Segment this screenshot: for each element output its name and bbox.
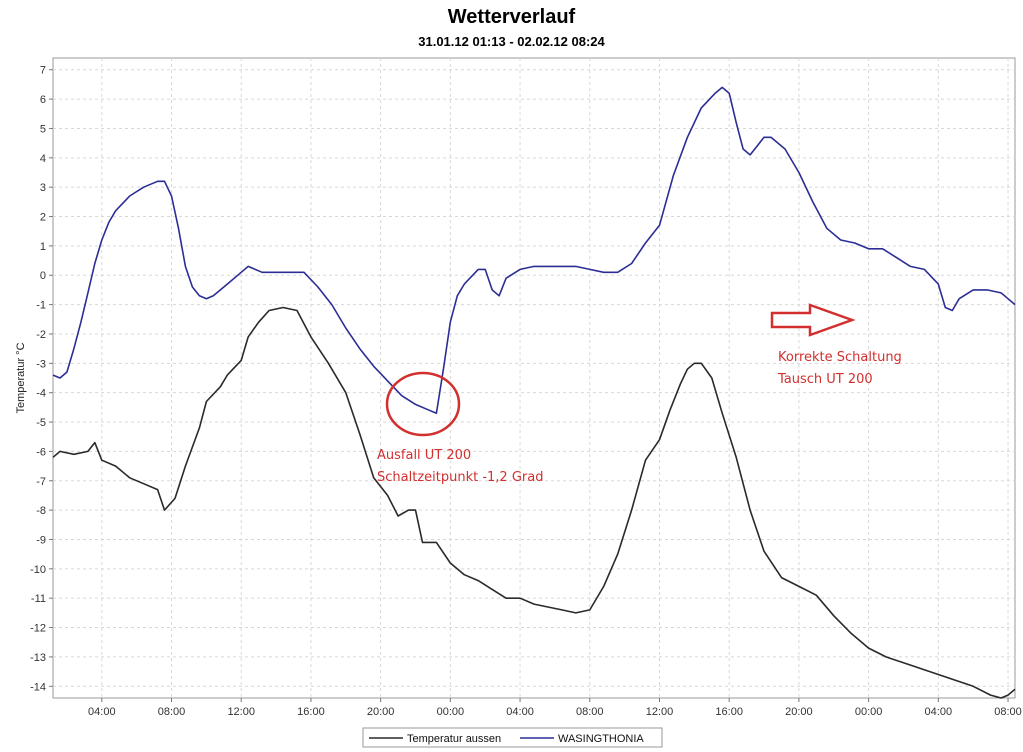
y-tick-label: -12 — [30, 623, 46, 635]
x-tick-label: 00:00 — [437, 706, 465, 718]
legend-box — [362, 727, 663, 748]
y-tick-label: 6 — [40, 94, 46, 106]
y-tick-label: -14 — [30, 681, 46, 693]
annotation-failure-line2: Schaltzeitpunkt -1,2 Grad — [377, 470, 543, 485]
x-tick-label: 04:00 — [506, 706, 534, 718]
y-tick-label: -11 — [31, 593, 46, 605]
x-tick-label: 16:00 — [715, 706, 743, 718]
legend-label-temperatur-aussen: Temperatur aussen — [407, 733, 501, 745]
series-line-wasingthonia — [52, 86, 1016, 414]
x-tick-label: 20:00 — [785, 706, 813, 718]
legend: Temperatur aussen WASINGTHONIA — [362, 727, 663, 748]
y-tick-label: -9 — [36, 534, 46, 546]
x-tick-label: 04:00 — [925, 706, 953, 718]
chart-subtitle: 31.01.12 01:13 - 02.02.12 08:24 — [418, 34, 605, 49]
y-tick-label: -10 — [30, 564, 46, 576]
x-tick-label: 00:00 — [855, 706, 883, 718]
y-tick-label: 3 — [40, 182, 46, 194]
x-tick-label: 08:00 — [994, 706, 1022, 718]
legend-label-wasingthonia: WASINGTHONIA — [558, 733, 644, 745]
x-axis: 04:00 08:00 12:00 16:00 20:00 00:00 04:00 08:00… — [88, 698, 1022, 718]
y-tick-label: 5 — [40, 123, 46, 135]
y-axis: 7 6 5 4 3 2 1 0 -1 -2 -3 -4 -5 -6 -7 -8 -9 -10 -11 -12 -13 -1… — [30, 65, 53, 693]
y-tick-label: -4 — [36, 388, 46, 400]
failure-highlight-circle — [385, 371, 461, 437]
series-line-temperatur-aussen — [52, 306, 1016, 699]
y-tick-label: -6 — [36, 446, 46, 458]
y-tick-label: -2 — [36, 329, 46, 341]
arrow-right-icon — [770, 303, 856, 337]
y-tick-label: -5 — [36, 417, 46, 429]
y-tick-label: -3 — [36, 358, 46, 370]
grid — [53, 58, 1015, 698]
y-tick-label: 4 — [40, 153, 46, 165]
y-tick-label: -7 — [36, 476, 46, 488]
annotation-fix-line1: Korrekte Schaltung — [778, 350, 902, 365]
x-tick-label: 08:00 — [158, 706, 186, 718]
annotation-fix-line2: Tausch UT 200 — [777, 372, 873, 387]
y-axis-label: Temperatur °C — [15, 342, 27, 413]
chart-title: Wetterverlauf — [447, 6, 576, 28]
x-tick-label: 12:00 — [646, 706, 674, 718]
x-tick-label: 04:00 — [88, 706, 116, 718]
x-tick-label: 20:00 — [367, 706, 395, 718]
plot-area — [52, 57, 1016, 699]
series-group — [52, 86, 1016, 699]
y-tick-label: 1 — [40, 241, 46, 253]
x-tick-label: 08:00 — [576, 706, 604, 718]
y-tick-label: 0 — [40, 270, 46, 282]
y-tick-label: 2 — [40, 212, 46, 224]
annotation-failure-line1: Ausfall UT 200 — [377, 448, 471, 463]
x-tick-label: 16:00 — [297, 706, 325, 718]
y-tick-label: 7 — [40, 65, 46, 77]
y-tick-label: -1 — [36, 300, 46, 312]
y-tick-label: -13 — [30, 652, 46, 664]
y-tick-label: -8 — [36, 505, 46, 517]
x-tick-label: 12:00 — [227, 706, 255, 718]
